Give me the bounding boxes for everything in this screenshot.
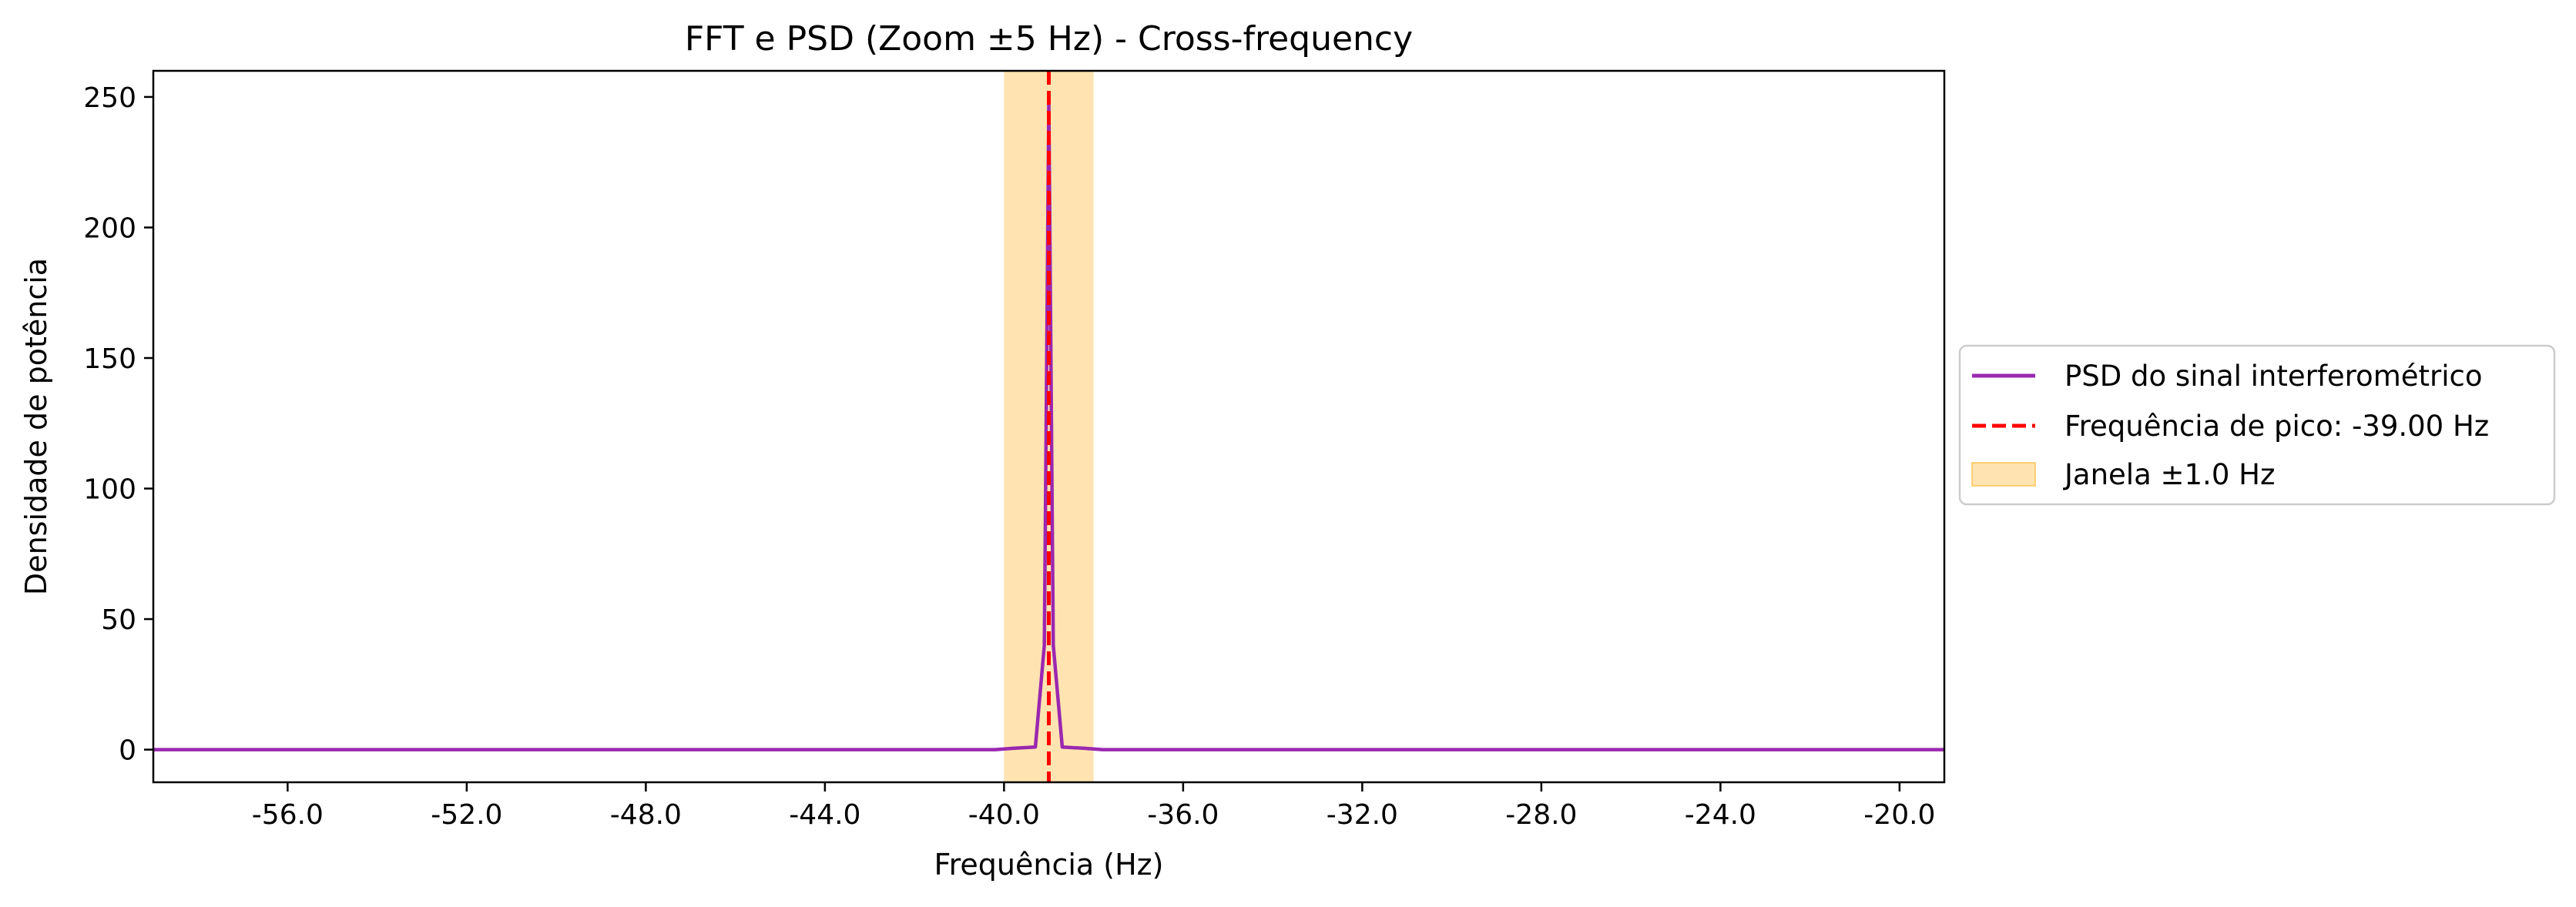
legend: PSD do sinal interferométrico Frequência… [1958, 344, 2556, 506]
y-tick-label: 150 [83, 343, 136, 375]
legend-box [1958, 344, 2556, 506]
y-tick-label: 200 [83, 213, 136, 244]
y-tick-label: 50 [101, 604, 136, 636]
x-tick-label: -52.0 [431, 799, 502, 831]
x-tick-label: -20.0 [1863, 799, 1935, 831]
y-axis-label: Densidade de potência [19, 258, 53, 595]
plot-frame [152, 69, 1946, 784]
x-tick-label: -24.0 [1685, 799, 1756, 831]
x-tick-label: -40.0 [968, 799, 1040, 831]
legend-label-window: Janela ±1.0 Hz [2063, 458, 2275, 491]
plot-area [153, 71, 1944, 782]
y-tick-label: 100 [83, 474, 136, 506]
x-tick-label: -56.0 [252, 799, 324, 831]
x-tick-label: -32.0 [1327, 799, 1398, 831]
y-axis: 0 50 100 150 200 250 [83, 82, 153, 767]
chart-title: FFT e PSD (Zoom ±5 Hz) - Cross-frequency [685, 19, 1413, 59]
legend-label-psd: PSD do sinal interferométrico [2064, 360, 2482, 393]
y-tick-label: 250 [83, 82, 136, 114]
x-axis: -56.0 -52.0 -48.0 -44.0 -40.0 -36.0 -32.0 -28.0… [252, 782, 1935, 831]
x-tick-label: -36.0 [1147, 799, 1219, 831]
x-tick-label: -48.0 [610, 799, 682, 831]
y-tick-label: 0 [119, 735, 136, 767]
x-tick-label: -28.0 [1505, 799, 1577, 831]
x-axis-label: Frequência (Hz) [934, 848, 1164, 882]
legend-swatch-window [1971, 462, 2036, 487]
legend-label-peak: Frequência de pico: -39.00 Hz [2064, 410, 2489, 443]
x-tick-label: -44.0 [789, 799, 860, 831]
